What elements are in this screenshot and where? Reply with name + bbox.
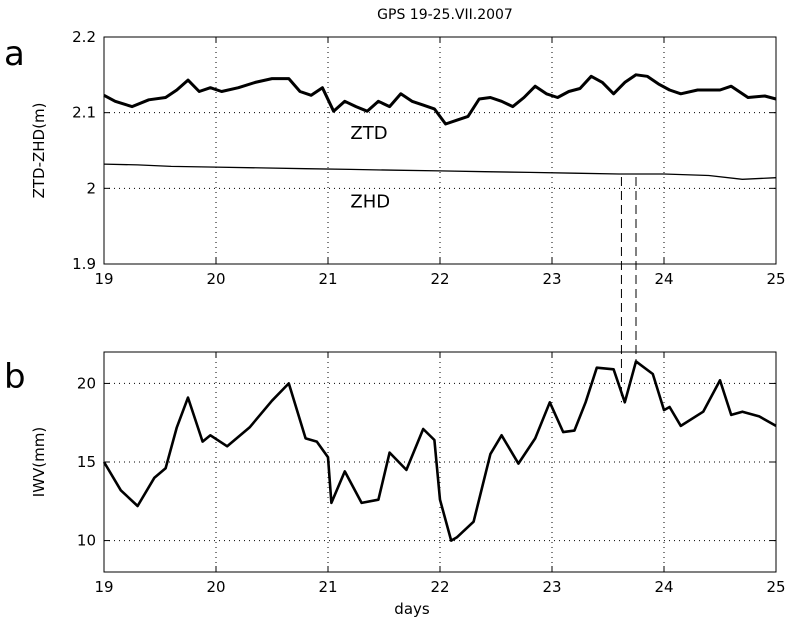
x-tick-label-a: 21 — [318, 270, 337, 288]
annotation-ztd: ZTD — [350, 123, 387, 144]
y-tick-label-b: 20 — [77, 374, 96, 392]
panel-label-b: b — [4, 357, 26, 397]
y-tick-label-a: 2.2 — [72, 28, 96, 46]
panel-label-a: a — [4, 34, 25, 74]
series-line-zhd — [103, 163, 777, 180]
x-tick-label-a: 19 — [94, 270, 113, 288]
guide-lines — [620, 176, 637, 403]
x-tick-label-b: 23 — [542, 578, 561, 596]
annotation-zhd: ZHD — [350, 191, 390, 212]
y-tick-label-a: 2.1 — [72, 104, 96, 122]
y-tick-label-a: 1.9 — [72, 255, 96, 273]
figure-title: GPS 19-25.VII.2007 — [377, 7, 513, 23]
plot-area-a — [103, 36, 777, 265]
x-tick-label-a: 23 — [542, 270, 561, 288]
series-line-iwv — [102, 360, 777, 542]
panel-b-plot: 19 20 21 22 23 24 25 10 15 20 IWV(mm) — [30, 351, 786, 596]
x-tick-label-b: 25 — [766, 578, 785, 596]
y-axis-label-a: ZTD-ZHD(m) — [30, 103, 48, 199]
panel-a-plot: 19 20 21 22 23 24 25 1.9 2 2.1 2.2 ZTD-ZHD(m) ZTD ZHD — [30, 28, 786, 288]
x-tick-label-a: 25 — [766, 270, 785, 288]
x-tick-label-a: 22 — [430, 270, 449, 288]
x-axis-label: days — [394, 600, 430, 618]
x-tick-label-b: 20 — [206, 578, 225, 596]
x-tick-label-b: 24 — [654, 578, 673, 596]
y-tick-label-b: 15 — [77, 453, 96, 471]
y-axis-label-b: IWV(mm) — [30, 427, 48, 497]
x-tick-label-b: 22 — [430, 578, 449, 596]
y-tick-label-b: 10 — [77, 532, 96, 550]
x-tick-label-b: 21 — [318, 578, 337, 596]
x-tick-label-b: 19 — [94, 578, 113, 596]
series-line-ztd — [103, 73, 777, 126]
y-tick-label-a: 2 — [86, 179, 96, 197]
x-tick-label-a: 20 — [206, 270, 225, 288]
x-tick-label-a: 24 — [654, 270, 673, 288]
